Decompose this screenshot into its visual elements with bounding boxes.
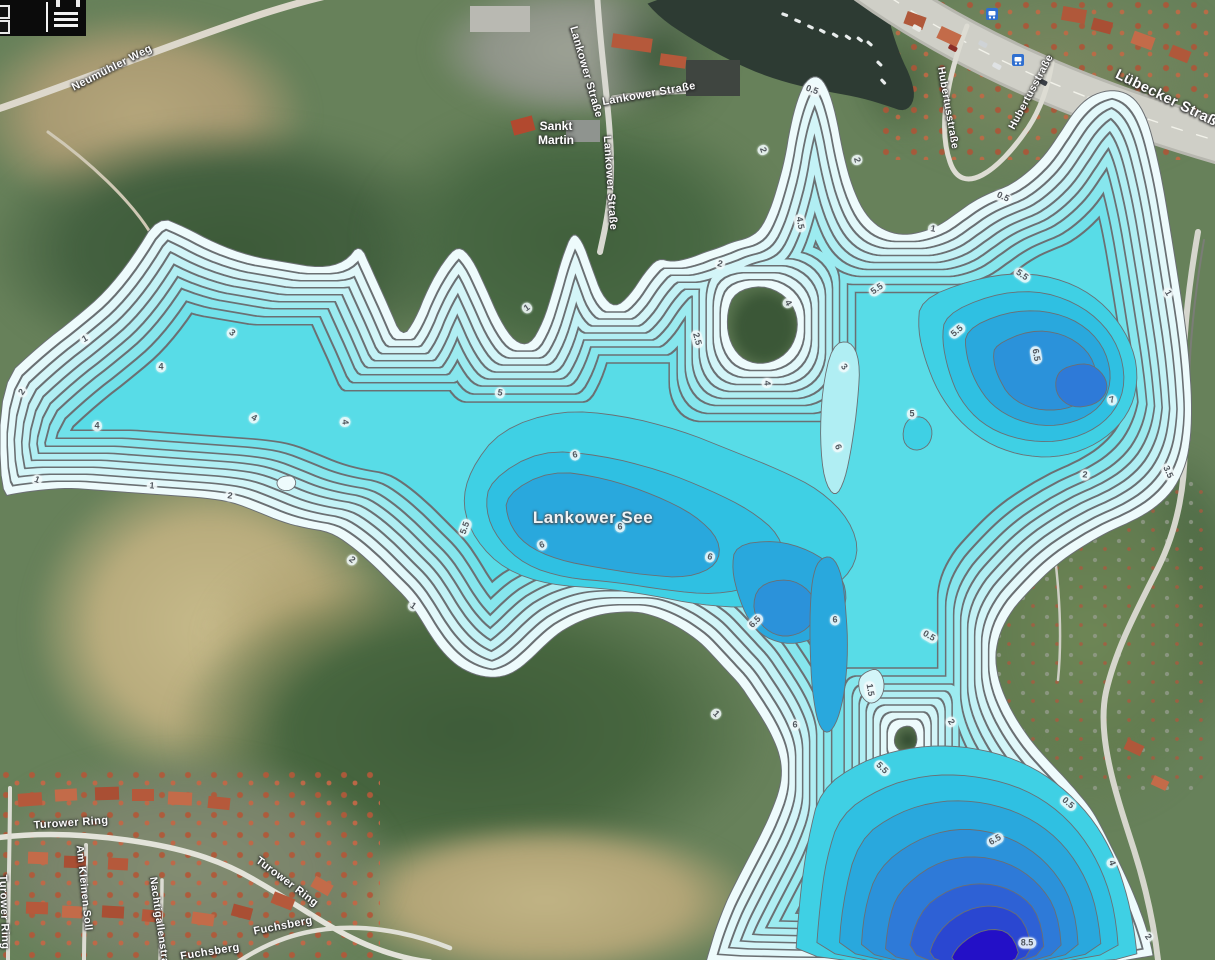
depth-label: 6 (790, 720, 800, 731)
depth-label: 6 (830, 615, 840, 626)
columns-partial-icon[interactable] (56, 0, 80, 7)
legend-list-icon[interactable] (54, 12, 78, 29)
depth-label: 8.5 (1018, 938, 1036, 949)
partial-icon-top[interactable] (0, 5, 10, 19)
depth-contour (903, 417, 932, 450)
toolbar-left-group (0, 0, 46, 36)
depth-contour (1056, 364, 1107, 407)
map-toolbar[interactable] (0, 0, 86, 36)
depth-label: 4 (92, 421, 102, 432)
depth-label: 4 (156, 362, 166, 373)
partial-icon-bottom[interactable] (0, 20, 10, 34)
depth-label: 5 (907, 409, 917, 420)
lake-name-label: Lankower See (533, 508, 653, 528)
place-label: Sankt Martin (538, 119, 574, 147)
toolbar-right-group (46, 0, 86, 36)
depth-label: 6 (615, 522, 625, 533)
depth-contour (277, 476, 296, 491)
map-canvas[interactable]: Neumühler Weg Lankower Straße Lankower Str… (0, 0, 1215, 960)
